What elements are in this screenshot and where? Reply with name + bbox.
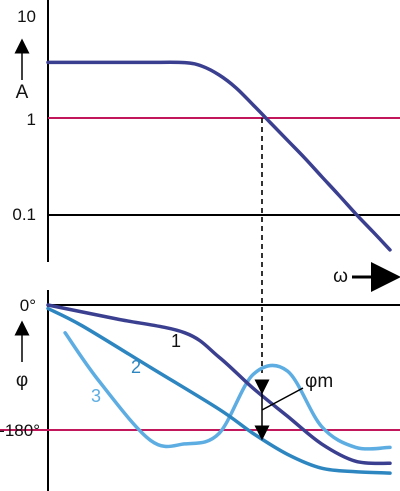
phase-tick-minus-180: -180° [0, 421, 40, 440]
amplitude-tick-0.1: 0.1 [12, 205, 36, 224]
amplitude-tick-1: 1 [27, 110, 36, 129]
phase-tick-0: 0° [20, 296, 36, 315]
amplitude-axis-label: A [16, 82, 29, 103]
phase-curve-1 [46, 303, 392, 466]
amplitude-panel: 10 1 0.1 A ω [12, 0, 400, 292]
phase-panel: 0° -180° φ 1 2 3 φm [0, 290, 400, 491]
curve-2-label: 2 [131, 357, 141, 377]
omega-label: ω [333, 266, 348, 287]
phase-curve-3 [63, 331, 392, 451]
amplitude-tick-10: 10 [17, 7, 36, 26]
phase-axis-label: φ [16, 370, 28, 391]
phase-curve-2 [46, 306, 392, 475]
amplitude-curve [46, 60, 392, 252]
phase-margin-label: φm [305, 371, 333, 392]
phase-margin-leader [261, 387, 304, 411]
curve-1-label: 1 [171, 331, 181, 351]
curve-3-label: 3 [91, 386, 101, 406]
phase-margin-text: φm [305, 371, 333, 392]
